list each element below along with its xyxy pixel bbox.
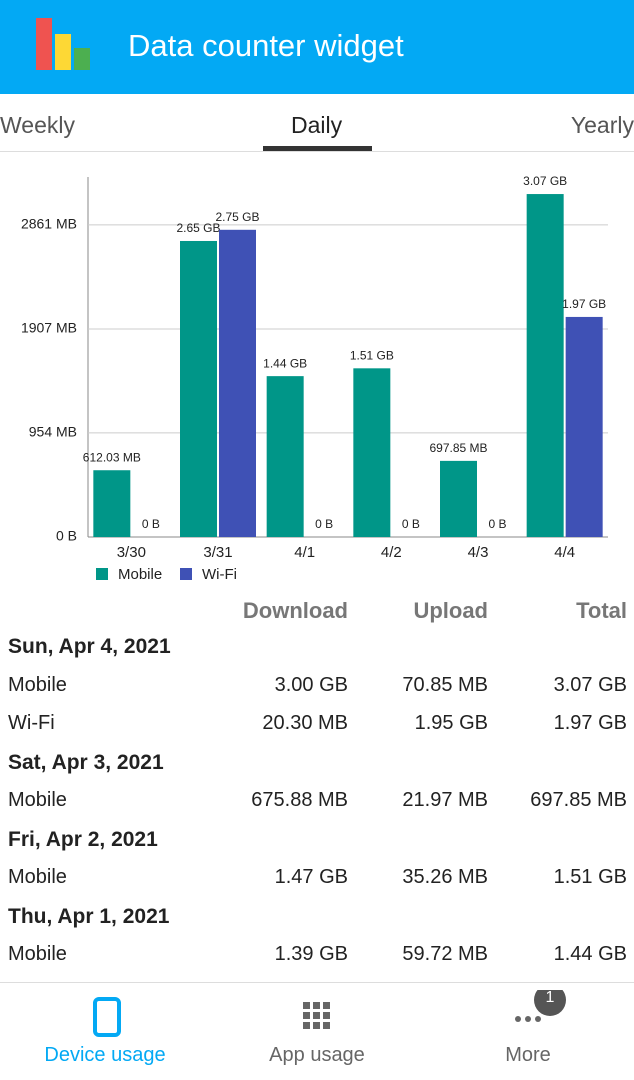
value-label: 2.75 GB bbox=[215, 210, 259, 224]
upload: 59.72 MB bbox=[402, 943, 488, 965]
divider bbox=[0, 982, 634, 983]
bar bbox=[440, 460, 477, 537]
y-tick-label: 1907 MB bbox=[21, 320, 77, 336]
bar bbox=[180, 240, 217, 537]
date: Thu, Apr 1, 2021 bbox=[8, 904, 170, 928]
date-row: Fri, Apr 2, 2021 bbox=[0, 820, 634, 858]
usage-row: Mobile 1.39 GB 59.72 MB 1.44 GB bbox=[0, 935, 634, 973]
date-row: Thu, Apr 1, 2021 bbox=[0, 897, 634, 935]
app-icon bbox=[36, 18, 90, 70]
total: 697.85 MB bbox=[530, 789, 627, 811]
value-label: 0 B bbox=[402, 517, 420, 531]
total: 1.51 GB bbox=[553, 866, 627, 888]
legend-label: Mobile bbox=[118, 566, 162, 583]
legend-swatch bbox=[96, 568, 108, 580]
nav-icons bbox=[93, 990, 566, 1037]
nav-item[interactable]: Device usage bbox=[44, 1044, 166, 1066]
value-label: 0 B bbox=[142, 517, 160, 531]
y-tick-label: 954 MB bbox=[29, 424, 77, 440]
bar bbox=[219, 229, 256, 538]
bar bbox=[526, 194, 564, 537]
app-title: Data counter widget bbox=[128, 28, 404, 63]
x-tick-label: 4/3 bbox=[468, 544, 489, 561]
download: 1.47 GB bbox=[274, 866, 348, 888]
chart: 0 B 954 MB 1907 MB 2861 MB 3/30 612.03 MB 0 B 3… bbox=[21, 174, 608, 583]
date-row: Sat, Apr 3, 2021 bbox=[0, 743, 634, 781]
network: Mobile bbox=[8, 866, 67, 888]
network: Mobile bbox=[8, 943, 67, 965]
usage-row: Mobile 1.47 GB 35.26 MB 1.51 GB bbox=[0, 858, 634, 896]
value-label: 3.07 GB bbox=[523, 174, 567, 188]
tab[interactable]: Yearly bbox=[570, 112, 634, 138]
nav-item[interactable]: More bbox=[505, 1044, 551, 1066]
usage-row: Mobile 675.88 MB 21.97 MB 697.85 MB bbox=[0, 781, 634, 819]
nav-item[interactable]: App usage bbox=[269, 1044, 365, 1066]
usage-row: Wi-Fi 20.30 MB 1.95 GB 1.97 GB bbox=[0, 704, 634, 742]
x-tick-label: 4/1 bbox=[294, 544, 315, 561]
date: Sun, Apr 4, 2021 bbox=[8, 635, 171, 658]
x-tick-label: 4/2 bbox=[381, 544, 402, 561]
divider bbox=[0, 151, 634, 152]
network: Wi-Fi bbox=[8, 712, 55, 734]
date-row: Sun, Apr 4, 2021 bbox=[0, 627, 634, 665]
value-label: 0 B bbox=[488, 517, 506, 531]
app-bar: Data counter widget bbox=[0, 0, 634, 94]
network: Mobile bbox=[8, 789, 67, 811]
tab[interactable]: Weekly bbox=[0, 112, 75, 138]
network: Mobile bbox=[8, 673, 67, 696]
bar bbox=[353, 368, 391, 537]
legend-label: Wi-Fi bbox=[202, 566, 237, 583]
y-tick-label: 0 B bbox=[56, 528, 77, 544]
table-header: Download Upload Total bbox=[0, 590, 634, 628]
total: 1.97 GB bbox=[553, 712, 627, 734]
column-header: Download bbox=[242, 598, 348, 623]
upload: 70.85 MB bbox=[402, 673, 488, 696]
value-label: 612.03 MB bbox=[83, 450, 141, 464]
tab-indicator bbox=[263, 146, 372, 151]
value-label: 0 B bbox=[315, 517, 333, 531]
tab[interactable]: Daily bbox=[291, 112, 343, 138]
bar bbox=[93, 470, 131, 537]
download: 3.00 GB bbox=[274, 673, 348, 696]
value-label: 697.85 MB bbox=[429, 441, 487, 455]
bar bbox=[266, 376, 304, 537]
legend-swatch bbox=[180, 568, 192, 580]
x-tick-label: 3/30 bbox=[117, 544, 146, 561]
total: 3.07 GB bbox=[553, 673, 627, 696]
download: 1.39 GB bbox=[274, 943, 348, 965]
download: 675.88 MB bbox=[251, 789, 348, 811]
value-label: 1.97 GB bbox=[562, 297, 606, 311]
value-label: 1.44 GB bbox=[263, 356, 307, 370]
date: Fri, Apr 2, 2021 bbox=[8, 827, 158, 851]
upload: 21.97 MB bbox=[402, 789, 488, 811]
upload: 35.26 MB bbox=[402, 866, 488, 888]
total: 1.44 GB bbox=[553, 943, 627, 965]
x-tick-label: 3/31 bbox=[203, 544, 232, 561]
x-tick-label: 4/4 bbox=[554, 544, 575, 561]
badge: 1 bbox=[545, 989, 555, 1006]
column-header: Upload bbox=[413, 598, 488, 623]
value-label: 1.51 GB bbox=[350, 348, 394, 362]
value-label: 2.65 GB bbox=[176, 221, 220, 235]
download: 20.30 MB bbox=[262, 712, 348, 734]
date: Sat, Apr 3, 2021 bbox=[8, 750, 164, 774]
y-tick-label: 2861 MB bbox=[21, 216, 77, 232]
usage-row: Mobile 3.00 GB 70.85 MB 3.07 GB bbox=[0, 666, 634, 704]
upload: 1.95 GB bbox=[414, 712, 488, 734]
column-header: Total bbox=[576, 598, 627, 623]
bar bbox=[565, 316, 603, 537]
